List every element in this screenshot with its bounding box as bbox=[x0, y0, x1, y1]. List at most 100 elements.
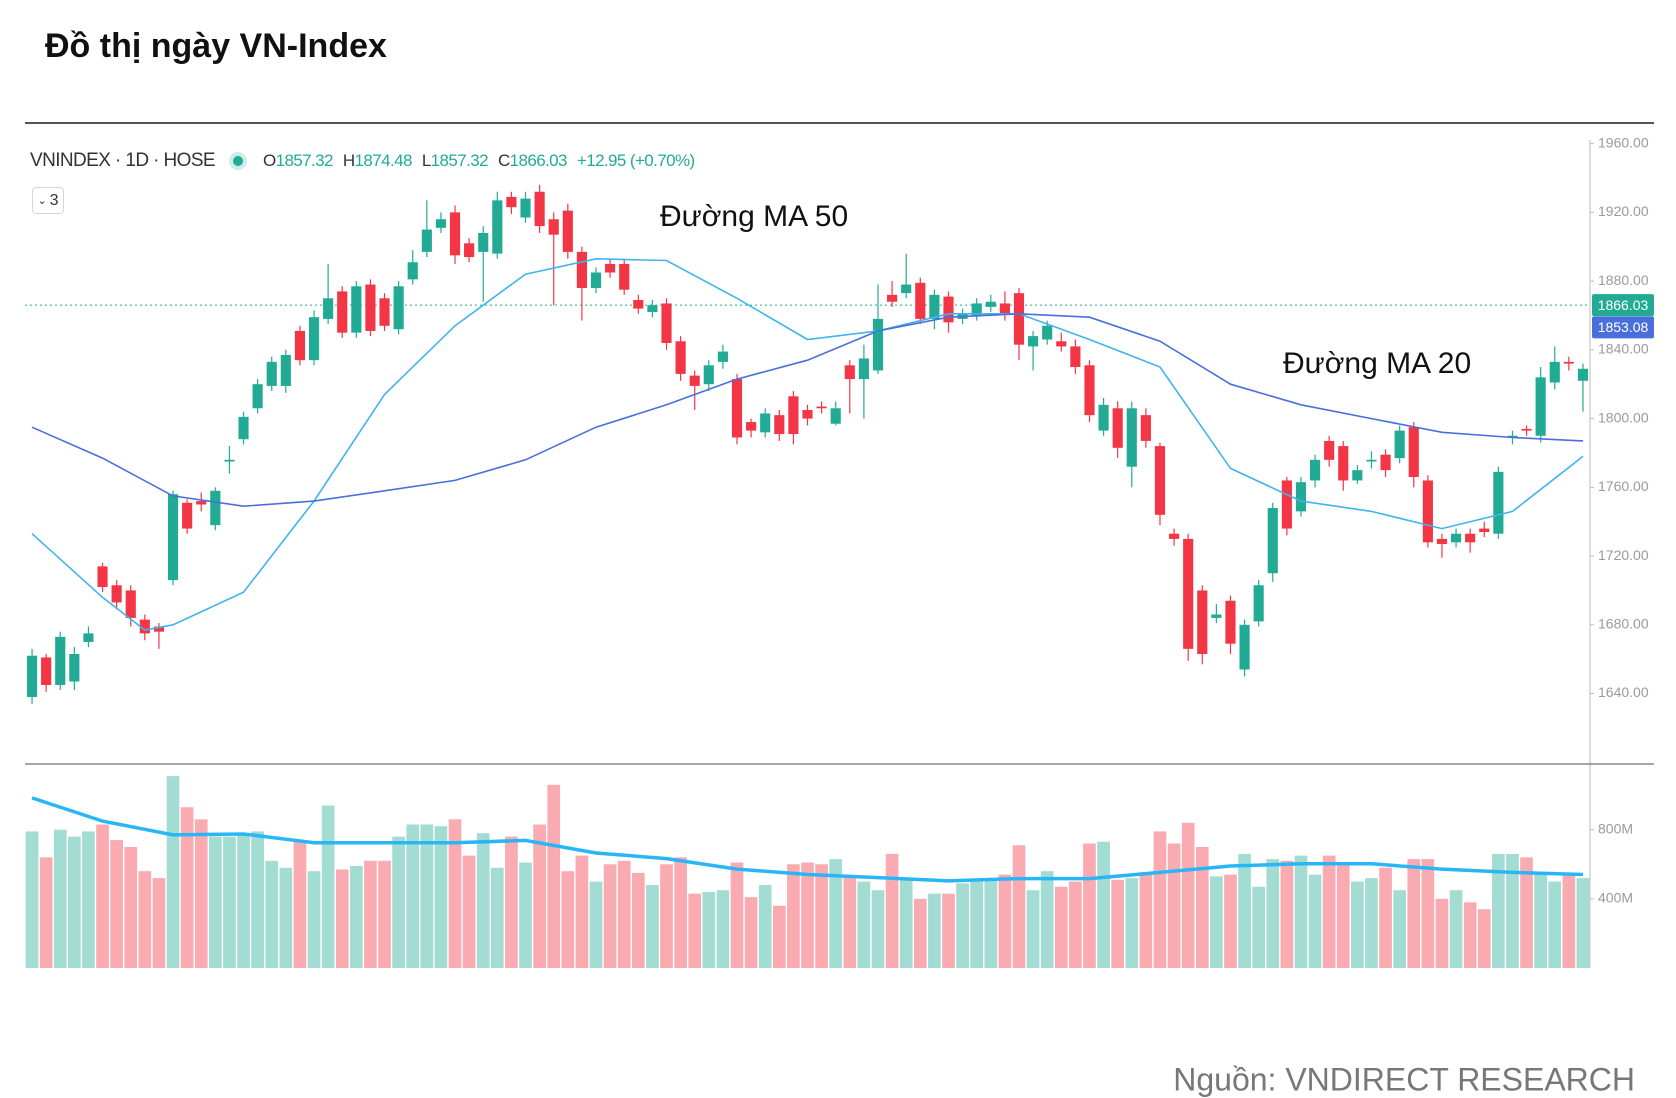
volume-bar bbox=[124, 846, 138, 968]
volume-bar bbox=[702, 891, 716, 968]
volume-bar bbox=[603, 864, 617, 968]
candle-body bbox=[1338, 446, 1349, 481]
candle-body bbox=[1549, 361, 1560, 383]
y-tick-label: 1960.00 bbox=[1598, 134, 1649, 150]
y-tick-label: 1840.00 bbox=[1598, 341, 1649, 357]
candle-body bbox=[365, 284, 376, 331]
volume-bar bbox=[25, 831, 39, 968]
candle-body bbox=[1408, 427, 1419, 478]
ohlc-key: L bbox=[421, 151, 431, 170]
candle-body bbox=[746, 422, 757, 431]
last-price-box-label: 1866.03 bbox=[1598, 297, 1649, 313]
volume-bar bbox=[942, 893, 955, 968]
candle-body bbox=[1028, 336, 1039, 347]
volume-bar bbox=[533, 824, 546, 968]
volume-bar bbox=[208, 836, 222, 968]
volume-bar bbox=[335, 869, 349, 968]
volume-bar bbox=[237, 834, 250, 968]
candle-body bbox=[1436, 538, 1448, 545]
candle-body bbox=[182, 502, 193, 529]
volume-bar bbox=[1111, 879, 1125, 968]
candle-body bbox=[97, 566, 108, 587]
volume-bar bbox=[349, 866, 363, 968]
volume-bar bbox=[1210, 876, 1223, 968]
candle-body bbox=[915, 282, 926, 319]
candle-body bbox=[224, 459, 235, 462]
candle-body bbox=[308, 317, 320, 361]
volume-bar bbox=[646, 885, 659, 968]
candle-body bbox=[802, 409, 813, 419]
candle-body bbox=[774, 415, 785, 435]
volume-bar bbox=[1449, 890, 1463, 968]
ma-price-box-label: 1853.08 bbox=[1598, 319, 1649, 335]
candle-body bbox=[1521, 428, 1532, 431]
volume-bar bbox=[434, 826, 448, 968]
volume-bar bbox=[885, 853, 899, 968]
candle-body bbox=[1465, 533, 1476, 543]
candle-body bbox=[407, 262, 418, 280]
volume-bar bbox=[279, 867, 293, 968]
volume-bar bbox=[970, 879, 984, 968]
volume-bar bbox=[1069, 881, 1082, 968]
volume-bar bbox=[617, 860, 631, 968]
volume-bar bbox=[1195, 846, 1209, 968]
volume-bar bbox=[1054, 886, 1068, 968]
y-tick-label: 1680.00 bbox=[1598, 616, 1649, 632]
candle-body bbox=[464, 243, 475, 258]
volume-bar bbox=[138, 871, 152, 968]
volume-bar bbox=[378, 860, 391, 968]
volume-bar bbox=[998, 874, 1012, 968]
candle-body bbox=[111, 585, 122, 603]
candle-body bbox=[1070, 346, 1081, 368]
ohlc-key: C bbox=[497, 151, 510, 170]
volume-bars bbox=[25, 776, 1590, 968]
candle-body bbox=[125, 590, 136, 618]
status-dot bbox=[232, 156, 243, 166]
volume-bar bbox=[1407, 859, 1421, 968]
volume-bar bbox=[660, 864, 673, 968]
ma-price-box bbox=[1592, 316, 1654, 339]
candle-body bbox=[1324, 440, 1335, 460]
volume-bar bbox=[1153, 831, 1167, 968]
volume-bar bbox=[1097, 841, 1110, 968]
candle-body bbox=[323, 298, 334, 319]
volume-bar bbox=[1280, 860, 1294, 968]
candle-body bbox=[1098, 404, 1109, 431]
candle-body bbox=[449, 212, 461, 256]
volume-bar bbox=[82, 831, 95, 968]
candle-body bbox=[1197, 590, 1208, 655]
ohlc-value: 1874.48 bbox=[354, 151, 413, 170]
candle-body bbox=[351, 286, 362, 333]
volume-bar bbox=[857, 881, 871, 968]
source: Nguồn: VNDIRECT RESEARCH bbox=[1173, 1061, 1635, 1097]
y-tick-label: 1640.00 bbox=[1598, 684, 1649, 700]
candle-body bbox=[506, 196, 517, 208]
y-tick-label: 1760.00 bbox=[1598, 478, 1649, 494]
candle-body bbox=[675, 341, 686, 374]
candle-body bbox=[1507, 435, 1518, 438]
volume-bar bbox=[1224, 874, 1237, 968]
y-tick-label: 1720.00 bbox=[1598, 547, 1649, 563]
candle-body bbox=[1140, 415, 1151, 441]
volume-bar bbox=[1139, 872, 1153, 968]
volume-bar bbox=[688, 893, 702, 968]
candle-body bbox=[1295, 482, 1307, 512]
volume-bar bbox=[631, 872, 645, 968]
y-tick-label: 1880.00 bbox=[1598, 272, 1649, 288]
candle-body bbox=[1112, 408, 1123, 448]
volume-bar bbox=[871, 890, 885, 968]
interval-button[interactable]: ⌄ 3 bbox=[32, 187, 64, 214]
candle-body bbox=[1169, 533, 1180, 539]
volume-bar bbox=[561, 871, 575, 968]
volume-bar bbox=[1421, 859, 1435, 968]
candle-body bbox=[139, 619, 150, 634]
candle-body bbox=[887, 294, 898, 302]
candle-body bbox=[210, 490, 221, 526]
volume-bar bbox=[307, 871, 321, 968]
chart-title: Đồ thị ngày VN-Index bbox=[45, 27, 387, 65]
candle-body bbox=[435, 219, 446, 228]
candle-body bbox=[294, 330, 306, 361]
volume-bar bbox=[194, 819, 208, 968]
candle-body bbox=[26, 655, 38, 697]
